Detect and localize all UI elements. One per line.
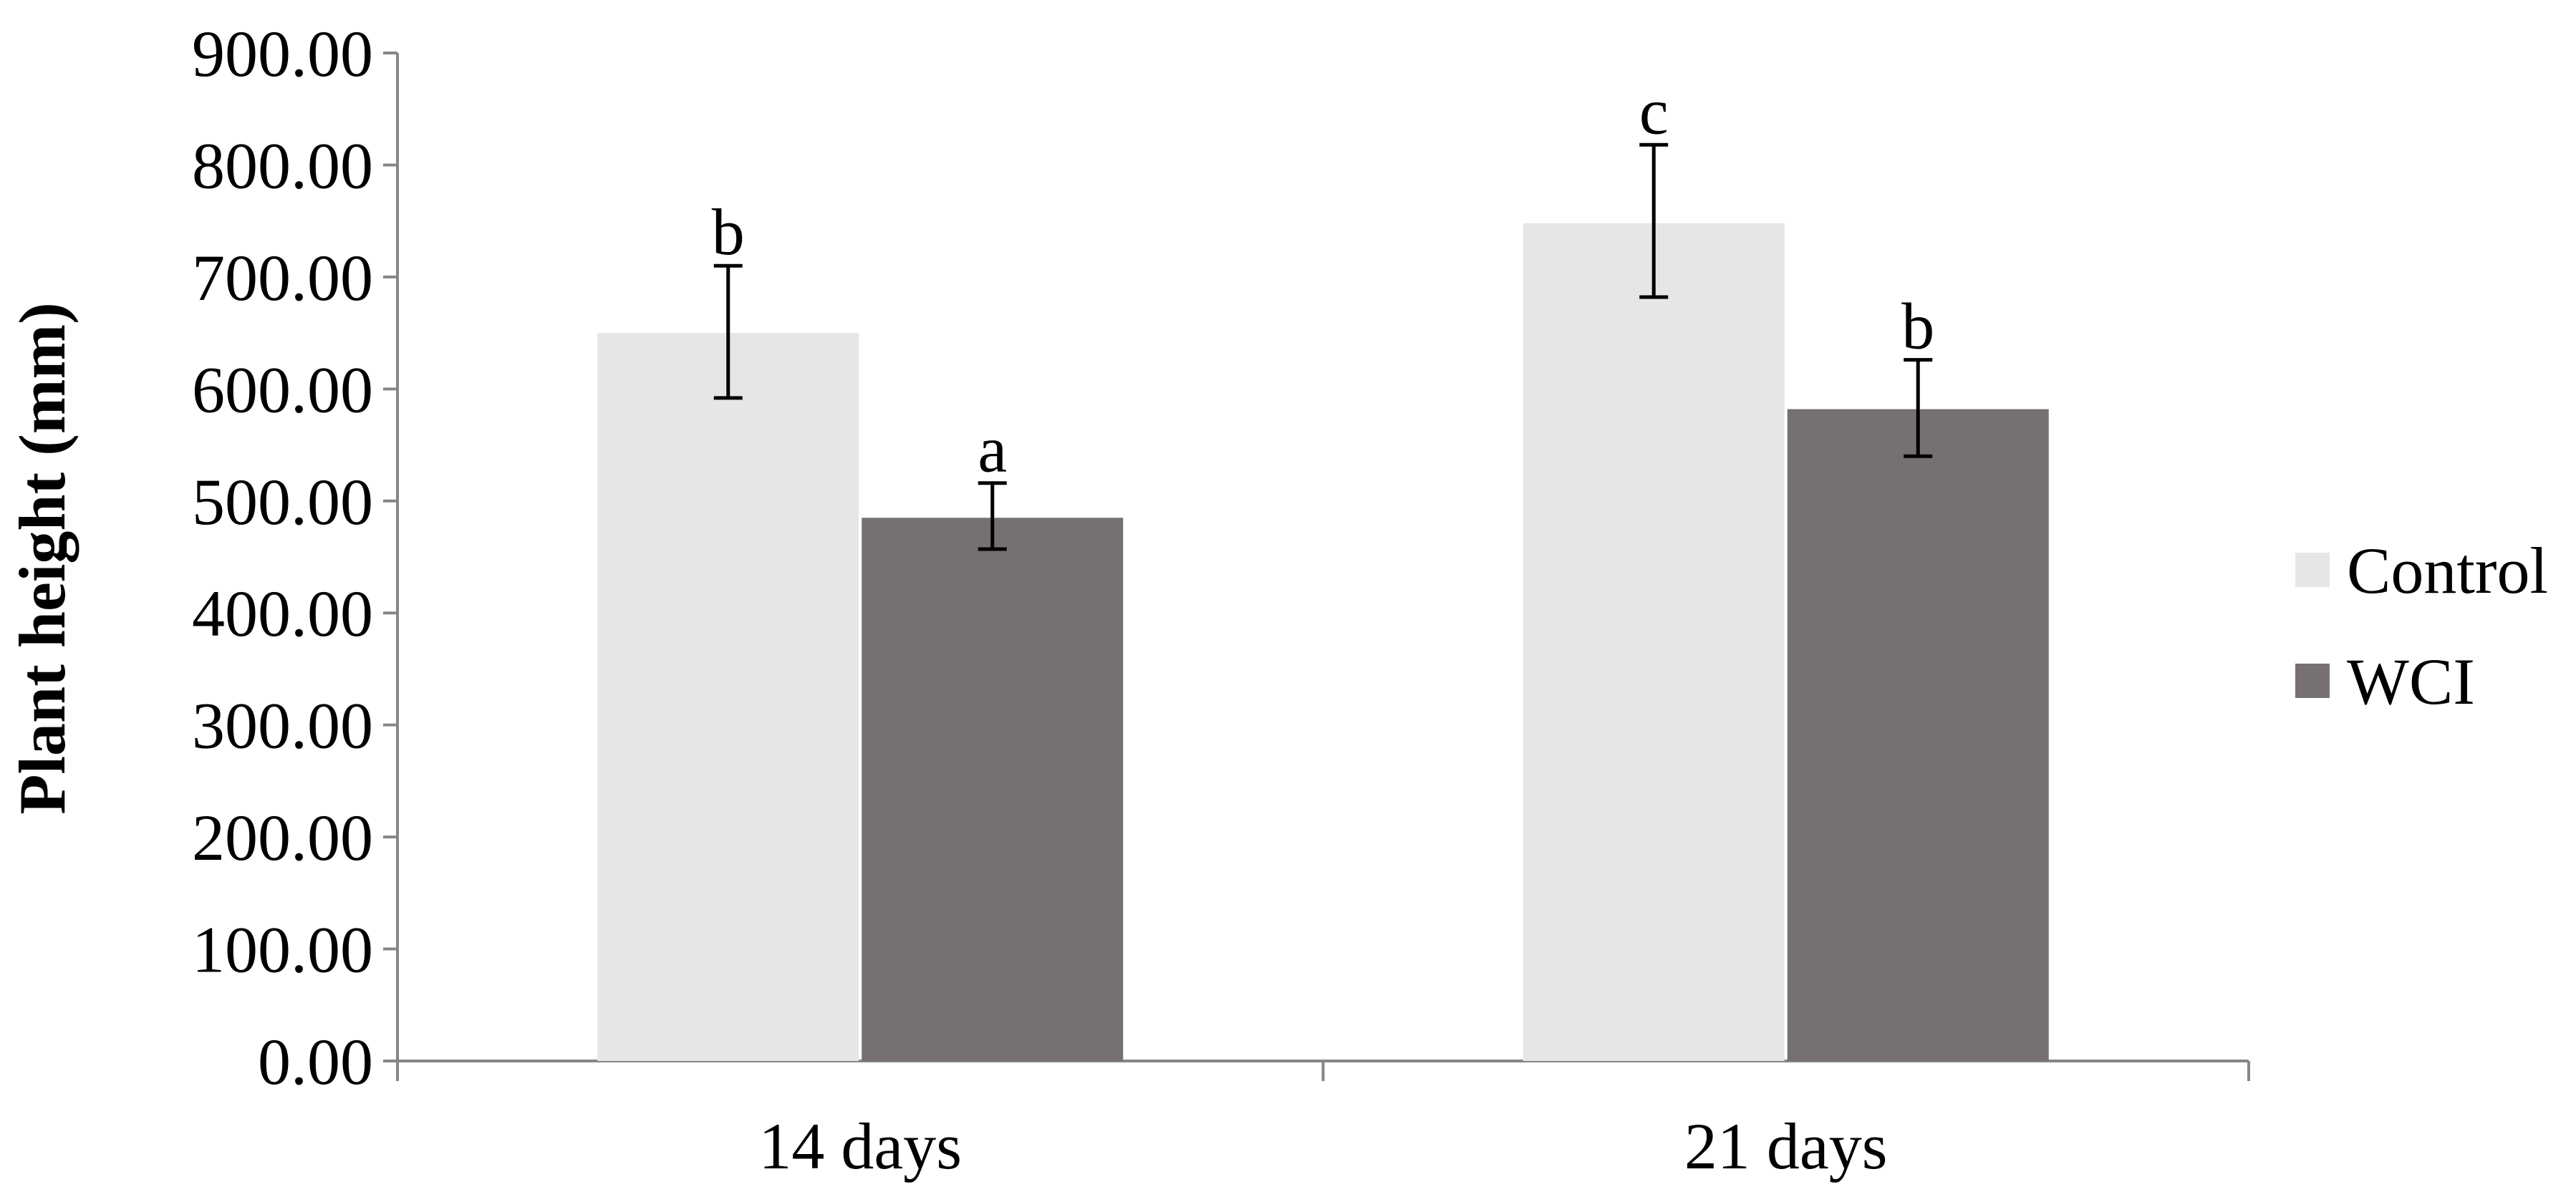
y-tick-label: 300.00 <box>192 689 373 762</box>
significance-label: b <box>1901 290 1934 363</box>
legend: Control WCI <box>2295 534 2548 718</box>
x-axis: 14 days 21 days <box>396 1060 2250 1183</box>
y-tick-label: 0.00 <box>258 1025 373 1098</box>
y-tick-label: 400.00 <box>192 577 373 650</box>
x-tick-label: 14 days <box>758 1110 962 1183</box>
bar-group <box>597 223 2049 1062</box>
bar <box>597 333 859 1062</box>
bar <box>1523 223 1785 1062</box>
y-tick-label: 900.00 <box>192 17 373 90</box>
y-tick-label: 500.00 <box>192 465 373 538</box>
y-tick-label: 600.00 <box>192 353 373 426</box>
legend-label: WCI <box>2347 645 2475 718</box>
bar <box>862 518 1124 1061</box>
significance-label-group: b c a b <box>712 74 1935 485</box>
significance-label: a <box>978 413 1007 486</box>
y-tick-label: 800.00 <box>192 129 373 202</box>
x-tick-label: 21 days <box>1684 1110 1888 1183</box>
y-tick-label: 200.00 <box>192 801 373 874</box>
legend-label: Control <box>2347 534 2548 607</box>
y-axis: 0.00 100.00 200.00 300.00 400.00 500.00 600.00… <box>192 17 399 1098</box>
y-axis-label: Plant height (mm) <box>6 302 79 814</box>
legend-swatch <box>2295 664 2330 698</box>
significance-label: c <box>1639 74 1669 147</box>
significance-label: b <box>712 195 745 268</box>
y-tick-label: 700.00 <box>192 241 373 314</box>
bar <box>1787 409 2049 1061</box>
legend-swatch <box>2295 553 2330 587</box>
y-tick-label: 100.00 <box>192 914 373 987</box>
error-bar-group <box>713 142 1933 551</box>
